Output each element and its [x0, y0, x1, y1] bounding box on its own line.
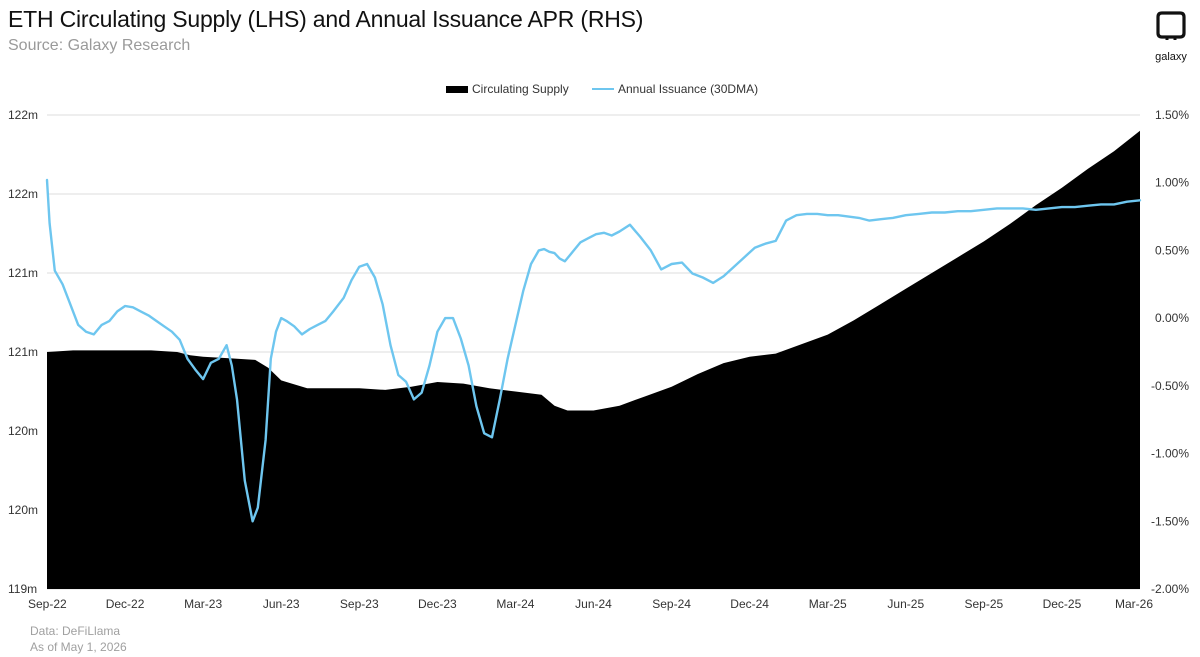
y-right-tick-label: 0.00%	[1155, 311, 1189, 325]
x-tick-label: Mar-26	[1115, 597, 1153, 611]
x-tick-label: Jun-25	[887, 597, 924, 611]
legend-item-annual-issuance: Annual Issuance (30DMA)	[592, 82, 758, 96]
galaxy-logo-icon	[1156, 11, 1186, 40]
x-tick-label: Sep-23	[340, 597, 379, 611]
y-right-tick-label: -1.00%	[1151, 447, 1189, 461]
y-right-tick-label: 1.50%	[1155, 108, 1189, 122]
footer-data-source: Data: DeFiLlama	[30, 624, 121, 638]
y-axis-right: -2.00% -1.50% -1.00% -0.50% 0.00% 0.50% 1.00% 1…	[1151, 108, 1189, 596]
y-right-tick-label: 1.00%	[1155, 176, 1189, 190]
x-tick-label: Dec-24	[730, 597, 769, 611]
y-left-tick-label: 121m	[8, 345, 38, 359]
chart-subtitle: Source: Galaxy Research	[8, 37, 191, 54]
legend-label: Annual Issuance (30DMA)	[618, 82, 759, 96]
chart-title: ETH Circulating Supply (LHS) and Annual …	[8, 6, 644, 32]
legend-label: Circulating Supply	[472, 82, 569, 96]
y-left-tick-label: 120m	[8, 503, 38, 517]
y-right-tick-label: -1.50%	[1151, 514, 1189, 528]
x-tick-label: Mar-23	[184, 597, 222, 611]
x-tick-label: Mar-25	[809, 597, 847, 611]
issuance-line-layer	[45, 178, 1142, 523]
x-tick-label: Mar-24	[496, 597, 534, 611]
x-tick-label: Sep-24	[652, 597, 691, 611]
legend-item-circulating-supply: Circulating Supply	[446, 82, 569, 96]
series-circulating-supply-area	[47, 130, 1140, 590]
series-annual-issuance-line	[45, 178, 1142, 523]
x-tick-label: Dec-25	[1043, 597, 1082, 611]
x-tick-label: Dec-23	[418, 597, 457, 611]
footer-as-of: As of May 1, 2026	[30, 640, 127, 654]
y-right-tick-label: 0.50%	[1155, 243, 1189, 257]
x-tick-label: Sep-25	[965, 597, 1004, 611]
y-right-tick-label: -0.50%	[1151, 379, 1189, 393]
legend-swatch-area	[446, 85, 468, 93]
y-left-tick-label: 120m	[8, 424, 38, 438]
supply-area-layer	[47, 130, 1140, 590]
x-tick-label: Sep-22	[28, 597, 67, 611]
legend-swatch-line	[592, 88, 614, 90]
galaxy-logo: galaxy	[1153, 10, 1191, 66]
x-tick-label: Dec-22	[106, 597, 145, 611]
y-left-tick-label: 122m	[8, 187, 38, 201]
galaxy-logo-wordmark: galaxy	[1155, 51, 1187, 63]
chart-legend: Circulating Supply Annual Issuance (30DM…	[0, 82, 1200, 98]
y-right-tick-label: -2.00%	[1151, 582, 1189, 596]
y-left-tick-label: 122m	[8, 108, 38, 122]
y-left-tick-label: 119m	[8, 582, 37, 596]
y-axis-left: 119m 120m 120m 121m 121m 122m 122m	[8, 108, 38, 596]
y-left-tick-label: 121m	[8, 266, 38, 280]
x-axis: Sep-22 Dec-22 Mar-23 Jun-23 Sep-23 Dec-23 Mar-…	[28, 597, 1153, 611]
x-tick-label: Jun-24	[575, 597, 612, 611]
x-tick-label: Jun-23	[263, 597, 300, 611]
